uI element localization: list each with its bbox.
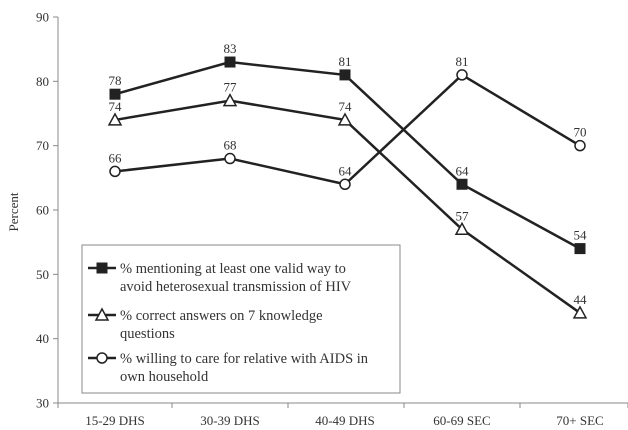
data-point (454, 221, 470, 236)
x-tick-label: 15-29 DHS (85, 413, 145, 428)
legend-label: % mentioning at least one valid way to (120, 261, 346, 277)
legend-label: % willing to care for relative with AIDS… (120, 351, 369, 367)
legend-label: avoid heterosexual transmission of HIV (120, 279, 352, 295)
y-tick-label: 30 (36, 396, 49, 411)
data-point (456, 178, 468, 190)
y-tick-label: 90 (36, 10, 49, 25)
series-3: 66 68 64 81 70 (109, 54, 587, 191)
series-2: 74 77 74 57 44 (107, 80, 588, 319)
y-tick-label: 60 (36, 203, 49, 218)
legend-marker (96, 352, 108, 364)
data-point (337, 112, 353, 126)
chart-axes (53, 16, 628, 408)
data-label: 54 (574, 228, 588, 243)
series-1: 78 83 81 64 54 (109, 41, 588, 255)
data-point (222, 93, 238, 107)
legend-label: % correct answers on 7 knowledge (120, 308, 323, 324)
y-tick-label: 80 (36, 74, 49, 89)
y-axis-label: Percent (6, 192, 21, 231)
data-point (109, 165, 121, 178)
legend-item: % willing to care for relative with AIDS… (88, 351, 369, 385)
y-tick-labels: 30 40 50 60 70 80 90 (36, 10, 49, 411)
data-label: 74 (339, 99, 353, 114)
y-tick-label: 70 (36, 138, 49, 153)
data-point (224, 56, 236, 68)
data-label: 64 (456, 163, 470, 178)
data-point (574, 139, 586, 152)
data-point (574, 243, 586, 255)
x-tick-label: 30-39 DHS (200, 413, 260, 428)
legend-item: % mentioning at least one valid way to av… (88, 261, 352, 295)
x-tick-label: 60-69 SEC (433, 413, 490, 428)
data-label: 44 (574, 292, 588, 307)
y-tick-label: 40 (36, 331, 49, 346)
legend-label: own household (120, 369, 209, 385)
data-point (107, 112, 123, 126)
data-label: 68 (224, 138, 237, 153)
data-label: 66 (109, 150, 123, 165)
data-point (339, 178, 351, 191)
x-tick-label: 40-49 DHS (315, 413, 375, 428)
x-tick-labels: 15-29 DHS 30-39 DHS 40-49 DHS 60-69 SEC 70+ … (85, 413, 604, 428)
data-label: 70 (574, 125, 587, 140)
legend-box (81, 244, 401, 394)
data-label: 78 (109, 73, 122, 88)
data-label: 57 (456, 208, 470, 223)
data-label: 81 (339, 54, 352, 69)
series-line (114, 60, 581, 250)
legend-item: % correct answers on 7 knowledge question… (88, 307, 323, 342)
legend: % mentioning at least one valid way to av… (81, 244, 401, 394)
data-point (456, 69, 468, 81)
data-point (109, 88, 121, 100)
y-tick-label: 50 (36, 267, 49, 282)
legend-label: questions (120, 326, 175, 342)
data-label: 77 (224, 80, 238, 95)
data-point (339, 69, 351, 81)
series-group: 78 83 81 64 54 74 77 74 57 44 66 68 64 81 70 (107, 41, 588, 319)
data-label: 74 (109, 99, 123, 114)
data-label: 64 (339, 163, 353, 178)
data-point (572, 305, 588, 319)
data-label: 81 (456, 54, 469, 69)
data-label: 83 (224, 41, 237, 56)
legend-marker (96, 262, 108, 274)
legend-marker (94, 307, 110, 321)
data-point (224, 152, 236, 165)
x-tick-label: 70+ SEC (556, 413, 603, 428)
